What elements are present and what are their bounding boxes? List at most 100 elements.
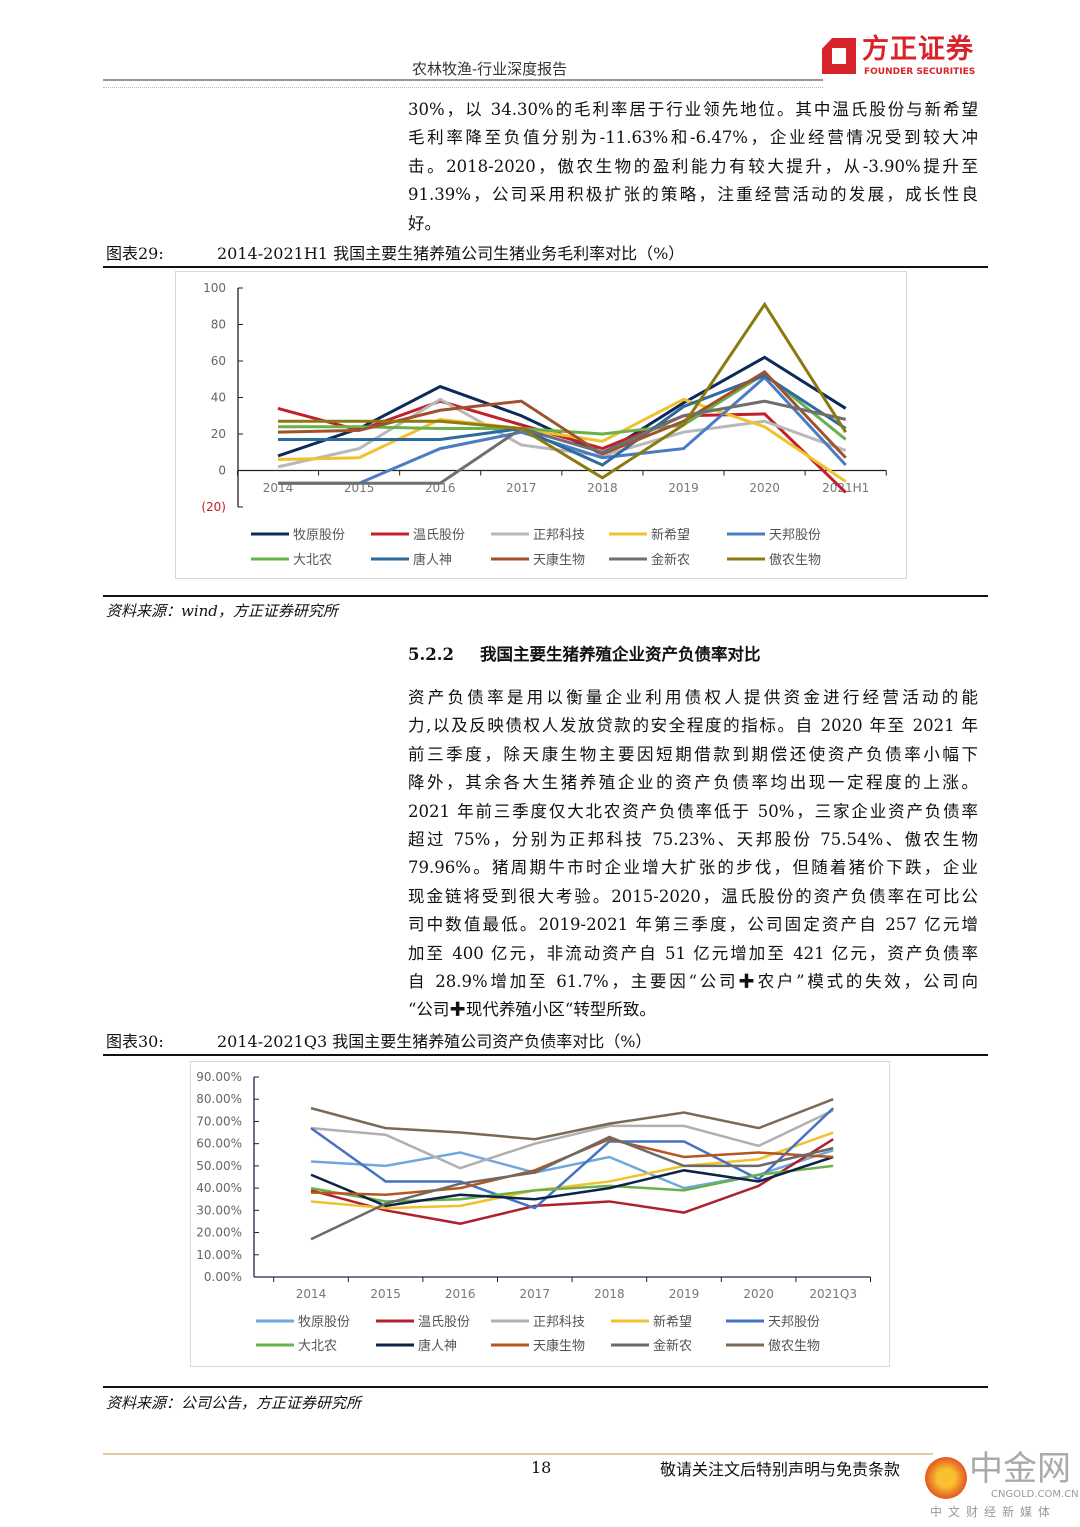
x-tick-label: 2017 [520, 1287, 551, 1301]
legend-label: 温氏股份 [413, 528, 465, 543]
x-tick-label: 2021Q3 [809, 1287, 857, 1301]
figure-title: 2014-2021Q3 我国主要生猪养殖公司资产负债率对比（%） [217, 1032, 652, 1051]
text-line: “公司✚现代养殖小区“转型所致。 [408, 1000, 656, 1020]
divider [103, 595, 988, 597]
legend-label: 天邦股份 [768, 1315, 820, 1330]
legend-label: 牧原股份 [293, 528, 345, 543]
legend-label: 温氏股份 [418, 1315, 470, 1330]
legend-label: 傲农生物 [768, 1339, 820, 1354]
y-tick-label: 40 [211, 391, 226, 405]
figure-29-caption: 图表29: 2014-2021H1 我国主要生猪养殖公司生猪业务毛利率对比（%） [106, 240, 684, 264]
legend-label: 唐人神 [413, 552, 452, 568]
logo-text-cn: 方正证券 [862, 34, 974, 65]
y-tick-label: 50.00% [196, 1159, 242, 1173]
x-tick-label: 2014 [296, 1287, 327, 1301]
x-tick-label: 2021H1 [822, 481, 869, 495]
legend-label: 新希望 [651, 527, 690, 543]
divider [103, 1386, 988, 1388]
watermark-en: CNGOLD.COM.CN [991, 1489, 1079, 1500]
watermark-sub: 中文财经新媒体 [930, 1505, 1057, 1519]
text-line: 91.39%，公司采用积极扩张的策略，注重经营活动的发展，成长性良 [408, 185, 978, 205]
chart-debt-ratio: 0.00% 10.00% 20.00% 30.00% 40.00% 50.00% 60.00… [190, 1061, 890, 1367]
y-tick-label: 30.00% [196, 1203, 242, 1217]
header-title: 农林牧渔-行业深度报告 [412, 60, 568, 78]
text-line: 前三季度，除天康生物主要因短期借款到期偿还使资产负债率小幅下 [408, 744, 978, 764]
series-line-傲农生物 [310, 1098, 834, 1141]
watermark-cn: 中金网 [969, 1449, 1071, 1489]
legend-label: 唐人神 [418, 1338, 457, 1354]
y-tick-label: 90.00% [196, 1070, 242, 1084]
legend-label: 金新农 [651, 552, 690, 568]
text-line: 毛利率降至负值分别为-11.63%和-6.47%，企业经营情况受到较大冲 [408, 128, 978, 148]
series-line-温氏股份 [310, 1138, 834, 1225]
series-line-大北农 [310, 1164, 834, 1203]
y-tick-label: 10.00% [196, 1248, 242, 1262]
y-tick-label: 70.00% [196, 1114, 242, 1128]
text-line: 降外，其余各大生猪养殖企业的资产负债率均出现一定程度的上涨。 [408, 773, 978, 793]
y-tick-label: 20.00% [196, 1226, 242, 1240]
cngold-watermark: 中金网 CNGOLD.COM.CN 中文财经新媒体 [925, 1451, 1079, 1525]
text-line: 资产负债率是用以衡量企业利用债权人提供资金进行经营活动的能 [408, 688, 978, 707]
y-tick-label: 80 [211, 318, 226, 332]
series-line-天邦股份 [310, 1107, 835, 1210]
figure-30-caption: 图表30: 2014-2021Q3 我国主要生猪养殖公司资产负债率对比（%） [106, 1028, 651, 1052]
legend-label: 金新农 [653, 1338, 692, 1354]
series-line-唐人神 [310, 1155, 834, 1208]
legend-label: 正邦科技 [533, 528, 585, 543]
paragraph-2: 资产负债率是用以衡量企业利用债权人提供资金进行经营活动的能 力,以及反映债权人发… [408, 684, 978, 1025]
page-number: 18 [531, 1458, 552, 1477]
legend-label: 大北农 [298, 1339, 337, 1354]
logo-text-en: FOUNDER SECURITIES [864, 67, 976, 77]
legend-label: 天康生物 [533, 552, 585, 568]
series-line-傲农生物 [278, 301, 847, 480]
chart-gross-margin: (20) 0 20 40 60 80 100 2014 2015 2016 2017 2018 2019… [175, 271, 907, 579]
series-line-天康生物 [277, 370, 847, 459]
section-number: 5.2.2 [408, 645, 454, 664]
x-tick-label: 2019 [669, 1287, 700, 1301]
paragraph-1: 30%，以 34.30%的毛利率居于行业领先地位。其中温氏股份与新希望 毛利率降… [408, 96, 978, 238]
text-line: 好。 [408, 213, 441, 233]
legend-label: 大北农 [293, 553, 332, 568]
legend-label: 牧原股份 [298, 1315, 350, 1330]
legend-label: 正邦科技 [533, 1315, 585, 1330]
y-tick-label: 40.00% [196, 1181, 242, 1195]
x-tick-label: 2019 [668, 481, 699, 495]
y-tick-label: 80.00% [196, 1092, 242, 1106]
x-tick-label: 2017 [506, 481, 537, 495]
y-tick-label: (20) [201, 500, 226, 514]
figure-29-source: 资料来源：wind，方正证券研究所 [106, 602, 338, 620]
text-line: 力,以及反映债权人发放贷款的安全程度的指标。自 2020 年至 2021 年 [408, 716, 978, 736]
footer-divider [103, 1453, 933, 1455]
text-line: 2021 年前三季度仅大北农资产负债率低于 50%，三家企业资产负债率 [408, 801, 978, 821]
text-line: 79.96%。猪周期牛市时企业增大扩张的步伐，但随着猪价下跌，企业 [408, 858, 978, 878]
series-line-正邦科技 [310, 1109, 834, 1170]
divider [103, 266, 988, 268]
text-line: 击。2018-2020，傲农生物的盈利能力有较大提升，从-3.90%提升至 [408, 156, 978, 176]
header-divider [103, 79, 823, 81]
cngold-logo-icon [925, 1457, 967, 1499]
figure-title: 2014-2021H1 我国主要生猪养殖公司生猪业务毛利率对比（%） [217, 244, 685, 263]
series-line-新希望 [277, 397, 847, 483]
figure-30-source: 资料来源：公司公告，方正证券研究所 [106, 1394, 362, 1412]
text-line: 超过 75%，分别为正邦科技 75.23%、天邦股份 75.54%、傲农生物 [408, 829, 978, 849]
figure-label: 图表30: [106, 1032, 164, 1051]
text-line: 现金链将受到很大考验。2015-2020，温氏股份的资产负债率在可比公 [408, 886, 978, 906]
header-dotted-divider [103, 87, 823, 88]
text-line: 司中数值最低。2019-2021 年第三季度，公司固定资产自 257 亿元增 [408, 915, 978, 935]
y-tick-label: 0.00% [204, 1270, 242, 1284]
legend-label: 傲农生物 [769, 553, 821, 568]
x-tick-label: 2015 [370, 1287, 401, 1301]
chart-debt-ratio-svg: 0.00% 10.00% 20.00% 30.00% 40.00% 50.00% 60.00… [196, 1070, 871, 1354]
text-line: 30%，以 34.30%的毛利率居于行业领先地位。其中温氏股份与新希望 [408, 100, 978, 119]
x-tick-label: 2016 [445, 1287, 476, 1301]
series-line-新希望 [310, 1131, 834, 1210]
y-tick-label: 20 [211, 427, 226, 441]
y-tick-label: 60.00% [196, 1137, 242, 1151]
logo-mark-icon [822, 38, 856, 74]
y-tick-label: 0 [218, 464, 226, 478]
divider [103, 1054, 988, 1056]
section-title: 我国主要生猪养殖企业资产负债率对比 [479, 645, 761, 664]
y-tick-label: 60 [211, 354, 226, 368]
